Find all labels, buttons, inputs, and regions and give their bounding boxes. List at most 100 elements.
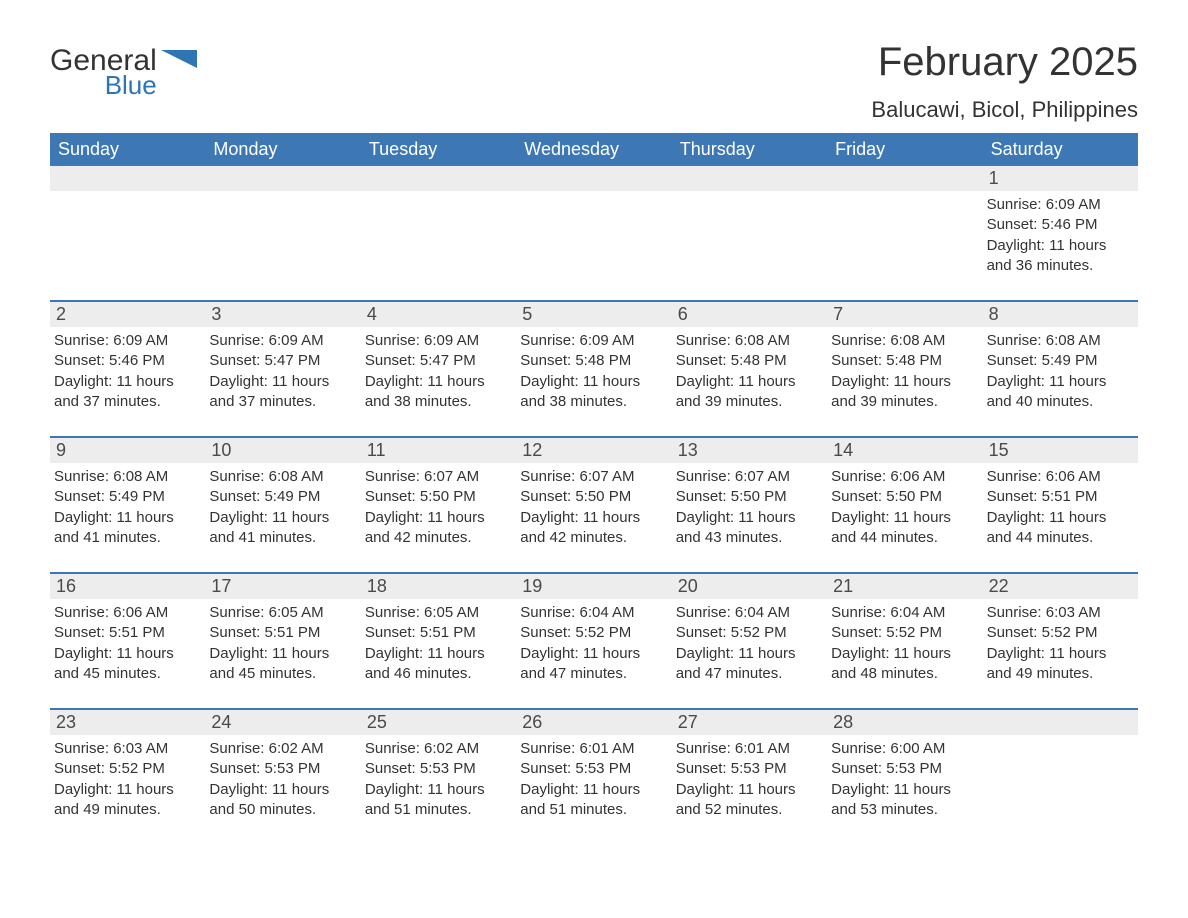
sunset-line: Sunset: 5:47 PM — [365, 351, 512, 371]
sunset-label: Sunset: — [676, 488, 727, 505]
sunrise-label: Sunrise: — [365, 604, 420, 621]
sunrise-value: 6:00 AM — [890, 740, 945, 757]
sunrise-label: Sunrise: — [209, 468, 264, 485]
calendar-week: 1Sunrise: 6:09 AMSunset: 5:46 PMDaylight… — [50, 166, 1138, 276]
day-info: Sunrise: 6:07 AMSunset: 5:50 PMDaylight:… — [361, 463, 516, 548]
sunrise-line: Sunrise: 6:09 AM — [54, 331, 201, 351]
calendar: SundayMondayTuesdayWednesdayThursdayFrid… — [50, 133, 1138, 820]
sunset-label: Sunset: — [520, 488, 571, 505]
weekday-header: Tuesday — [361, 133, 516, 166]
day-number: 12 — [516, 438, 671, 463]
day-info: Sunrise: 6:05 AMSunset: 5:51 PMDaylight:… — [361, 599, 516, 684]
day-info: Sunrise: 6:08 AMSunset: 5:49 PMDaylight:… — [50, 463, 205, 548]
calendar-day: 14Sunrise: 6:06 AMSunset: 5:50 PMDayligh… — [827, 438, 982, 548]
daylight-label: Daylight: — [676, 781, 734, 798]
sunrise-label: Sunrise: — [520, 332, 575, 349]
day-number: 20 — [672, 574, 827, 599]
day-number: 4 — [361, 302, 516, 327]
daylight-label: Daylight: — [54, 509, 112, 526]
daylight-line: Daylight: 11 hours and 39 minutes. — [831, 372, 978, 413]
day-info: Sunrise: 6:06 AMSunset: 5:51 PMDaylight:… — [983, 463, 1138, 548]
calendar-day: 20Sunrise: 6:04 AMSunset: 5:52 PMDayligh… — [672, 574, 827, 684]
header: General Blue February 2025 Balucawi, Bic… — [50, 40, 1138, 123]
sunset-value: 5:51 PM — [109, 624, 165, 641]
day-info: Sunrise: 6:09 AMSunset: 5:46 PMDaylight:… — [50, 327, 205, 412]
sunset-line: Sunset: 5:53 PM — [520, 759, 667, 779]
day-number — [672, 166, 827, 191]
sunset-label: Sunset: — [54, 352, 105, 369]
calendar-day — [205, 166, 360, 276]
sunrise-value: 6:06 AM — [1046, 468, 1101, 485]
sunset-value: 5:52 PM — [886, 624, 942, 641]
sunrise-line: Sunrise: 6:07 AM — [365, 467, 512, 487]
sunset-line: Sunset: 5:52 PM — [54, 759, 201, 779]
sunrise-line: Sunrise: 6:03 AM — [54, 739, 201, 759]
sunset-line: Sunset: 5:53 PM — [209, 759, 356, 779]
day-info: Sunrise: 6:04 AMSunset: 5:52 PMDaylight:… — [516, 599, 671, 684]
sunrise-value: 6:06 AM — [890, 468, 945, 485]
sunset-line: Sunset: 5:51 PM — [209, 623, 356, 643]
sunset-value: 5:50 PM — [575, 488, 631, 505]
daylight-label: Daylight: — [831, 781, 889, 798]
sunrise-value: 6:03 AM — [113, 740, 168, 757]
day-info: Sunrise: 6:08 AMSunset: 5:49 PMDaylight:… — [983, 327, 1138, 412]
sunrise-line: Sunrise: 6:06 AM — [831, 467, 978, 487]
sunrise-label: Sunrise: — [520, 604, 575, 621]
sunset-value: 5:50 PM — [886, 488, 942, 505]
calendar-day — [50, 166, 205, 276]
sunrise-label: Sunrise: — [987, 468, 1042, 485]
sunrise-label: Sunrise: — [520, 740, 575, 757]
daylight-line: Daylight: 11 hours and 44 minutes. — [987, 508, 1134, 549]
daylight-label: Daylight: — [831, 645, 889, 662]
daylight-line: Daylight: 11 hours and 51 minutes. — [365, 780, 512, 821]
sunset-line: Sunset: 5:48 PM — [831, 351, 978, 371]
sunset-line: Sunset: 5:52 PM — [676, 623, 823, 643]
sunset-label: Sunset: — [831, 352, 882, 369]
calendar-day: 18Sunrise: 6:05 AMSunset: 5:51 PMDayligh… — [361, 574, 516, 684]
sunset-value: 5:48 PM — [731, 352, 787, 369]
sunset-label: Sunset: — [54, 488, 105, 505]
daylight-label: Daylight: — [520, 645, 578, 662]
sunrise-value: 6:08 AM — [735, 332, 790, 349]
day-info: Sunrise: 6:08 AMSunset: 5:49 PMDaylight:… — [205, 463, 360, 548]
brand-text: General Blue — [50, 46, 157, 98]
daylight-line: Daylight: 11 hours and 49 minutes. — [987, 644, 1134, 685]
weekday-header: Saturday — [983, 133, 1138, 166]
sunset-value: 5:52 PM — [731, 624, 787, 641]
sunset-line: Sunset: 5:50 PM — [676, 487, 823, 507]
day-number: 11 — [361, 438, 516, 463]
daylight-line: Daylight: 11 hours and 47 minutes. — [676, 644, 823, 685]
daylight-line: Daylight: 11 hours and 47 minutes. — [520, 644, 667, 685]
calendar-day: 1Sunrise: 6:09 AMSunset: 5:46 PMDaylight… — [983, 166, 1138, 276]
weekday-header: Sunday — [50, 133, 205, 166]
day-number: 7 — [827, 302, 982, 327]
calendar-day: 22Sunrise: 6:03 AMSunset: 5:52 PMDayligh… — [983, 574, 1138, 684]
day-number: 2 — [50, 302, 205, 327]
sunset-value: 5:49 PM — [264, 488, 320, 505]
daylight-line: Daylight: 11 hours and 36 minutes. — [987, 236, 1134, 277]
sunset-value: 5:48 PM — [575, 352, 631, 369]
sunset-line: Sunset: 5:52 PM — [987, 623, 1134, 643]
daylight-label: Daylight: — [987, 509, 1045, 526]
day-info: Sunrise: 6:06 AMSunset: 5:50 PMDaylight:… — [827, 463, 982, 548]
sunset-line: Sunset: 5:52 PM — [831, 623, 978, 643]
day-number — [205, 166, 360, 191]
daylight-label: Daylight: — [54, 781, 112, 798]
sunset-line: Sunset: 5:52 PM — [520, 623, 667, 643]
sunrise-label: Sunrise: — [209, 604, 264, 621]
sunrise-value: 6:02 AM — [269, 740, 324, 757]
daylight-line: Daylight: 11 hours and 44 minutes. — [831, 508, 978, 549]
day-info: Sunrise: 6:05 AMSunset: 5:51 PMDaylight:… — [205, 599, 360, 684]
day-number — [50, 166, 205, 191]
sunset-label: Sunset: — [520, 352, 571, 369]
sunrise-value: 6:09 AM — [424, 332, 479, 349]
calendar-day: 24Sunrise: 6:02 AMSunset: 5:53 PMDayligh… — [205, 710, 360, 820]
sunrise-value: 6:08 AM — [113, 468, 168, 485]
sunrise-line: Sunrise: 6:06 AM — [54, 603, 201, 623]
day-number — [361, 166, 516, 191]
sunrise-value: 6:09 AM — [269, 332, 324, 349]
sunset-value: 5:53 PM — [264, 760, 320, 777]
sunrise-label: Sunrise: — [365, 740, 420, 757]
calendar-day: 2Sunrise: 6:09 AMSunset: 5:46 PMDaylight… — [50, 302, 205, 412]
day-number: 5 — [516, 302, 671, 327]
